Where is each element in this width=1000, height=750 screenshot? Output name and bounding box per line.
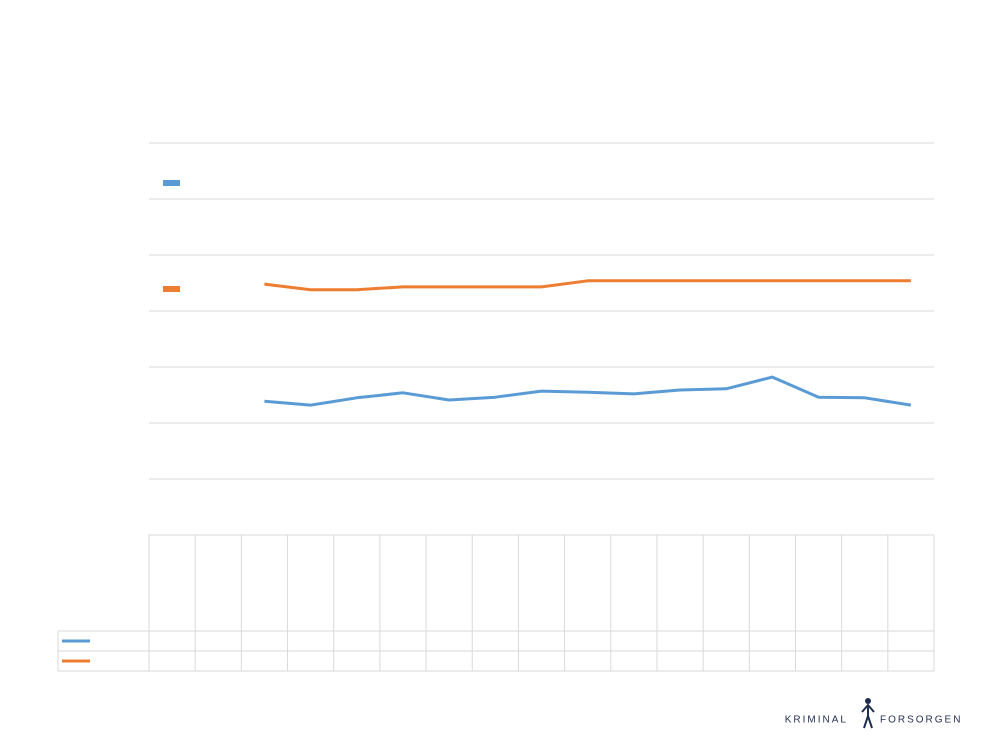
logo-text-right: FORSORGEN xyxy=(880,715,962,726)
logo-icon-body xyxy=(861,703,875,729)
logo-text-left: KRIMINAL xyxy=(785,715,848,726)
logo-icon-head xyxy=(865,698,871,704)
logo: KRIMINAL FORSORGEN xyxy=(785,698,962,729)
series-line xyxy=(264,375,912,407)
legend-swatch xyxy=(163,180,180,186)
series-line xyxy=(264,279,911,292)
legend-swatch xyxy=(163,286,180,292)
